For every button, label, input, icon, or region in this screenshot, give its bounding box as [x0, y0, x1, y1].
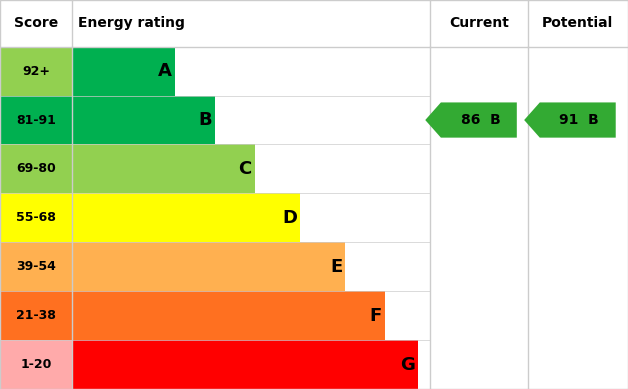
Text: 91  B: 91 B	[560, 113, 599, 127]
Text: 39-54: 39-54	[16, 260, 56, 273]
Bar	[0, 340, 72, 389]
Bar	[0, 242, 72, 291]
Text: 1-20: 1-20	[21, 358, 51, 371]
Text: G: G	[400, 356, 415, 373]
Text: 81-91: 81-91	[16, 114, 56, 126]
Text: 92+: 92+	[22, 65, 50, 78]
Text: 55-68: 55-68	[16, 211, 56, 224]
Text: 69-80: 69-80	[16, 163, 56, 175]
Bar	[0, 291, 72, 340]
Bar	[72, 47, 175, 96]
Bar	[72, 340, 418, 389]
Text: Potential: Potential	[542, 16, 614, 30]
Text: 21-38: 21-38	[16, 309, 56, 322]
Bar	[72, 242, 345, 291]
Text: D: D	[282, 209, 297, 227]
Bar	[72, 193, 300, 242]
Text: Energy rating: Energy rating	[78, 16, 185, 30]
Polygon shape	[425, 102, 517, 138]
Text: F: F	[369, 307, 382, 325]
Bar	[72, 144, 255, 193]
Text: C: C	[239, 160, 252, 178]
Text: E: E	[330, 258, 342, 276]
Bar	[0, 193, 72, 242]
Bar	[0, 144, 72, 193]
Bar	[72, 96, 215, 144]
Bar	[0, 96, 72, 144]
Bar	[0, 47, 72, 96]
Text: A: A	[158, 62, 172, 80]
Text: B: B	[198, 111, 212, 129]
Text: Current: Current	[449, 16, 509, 30]
Polygon shape	[524, 102, 615, 138]
Text: Score: Score	[14, 16, 58, 30]
Bar	[72, 291, 385, 340]
Text: 86  B: 86 B	[460, 113, 501, 127]
